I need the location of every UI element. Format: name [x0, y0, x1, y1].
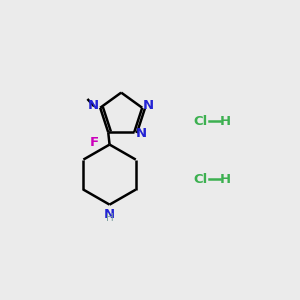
Text: H: H — [220, 173, 231, 186]
Text: F: F — [90, 136, 99, 149]
Text: N: N — [88, 99, 99, 112]
Text: H: H — [220, 115, 231, 128]
Text: N: N — [136, 127, 147, 140]
Text: H: H — [106, 213, 113, 223]
Text: N: N — [104, 208, 115, 221]
Text: N: N — [143, 99, 154, 112]
Text: Cl: Cl — [193, 115, 207, 128]
Text: Cl: Cl — [193, 173, 207, 186]
